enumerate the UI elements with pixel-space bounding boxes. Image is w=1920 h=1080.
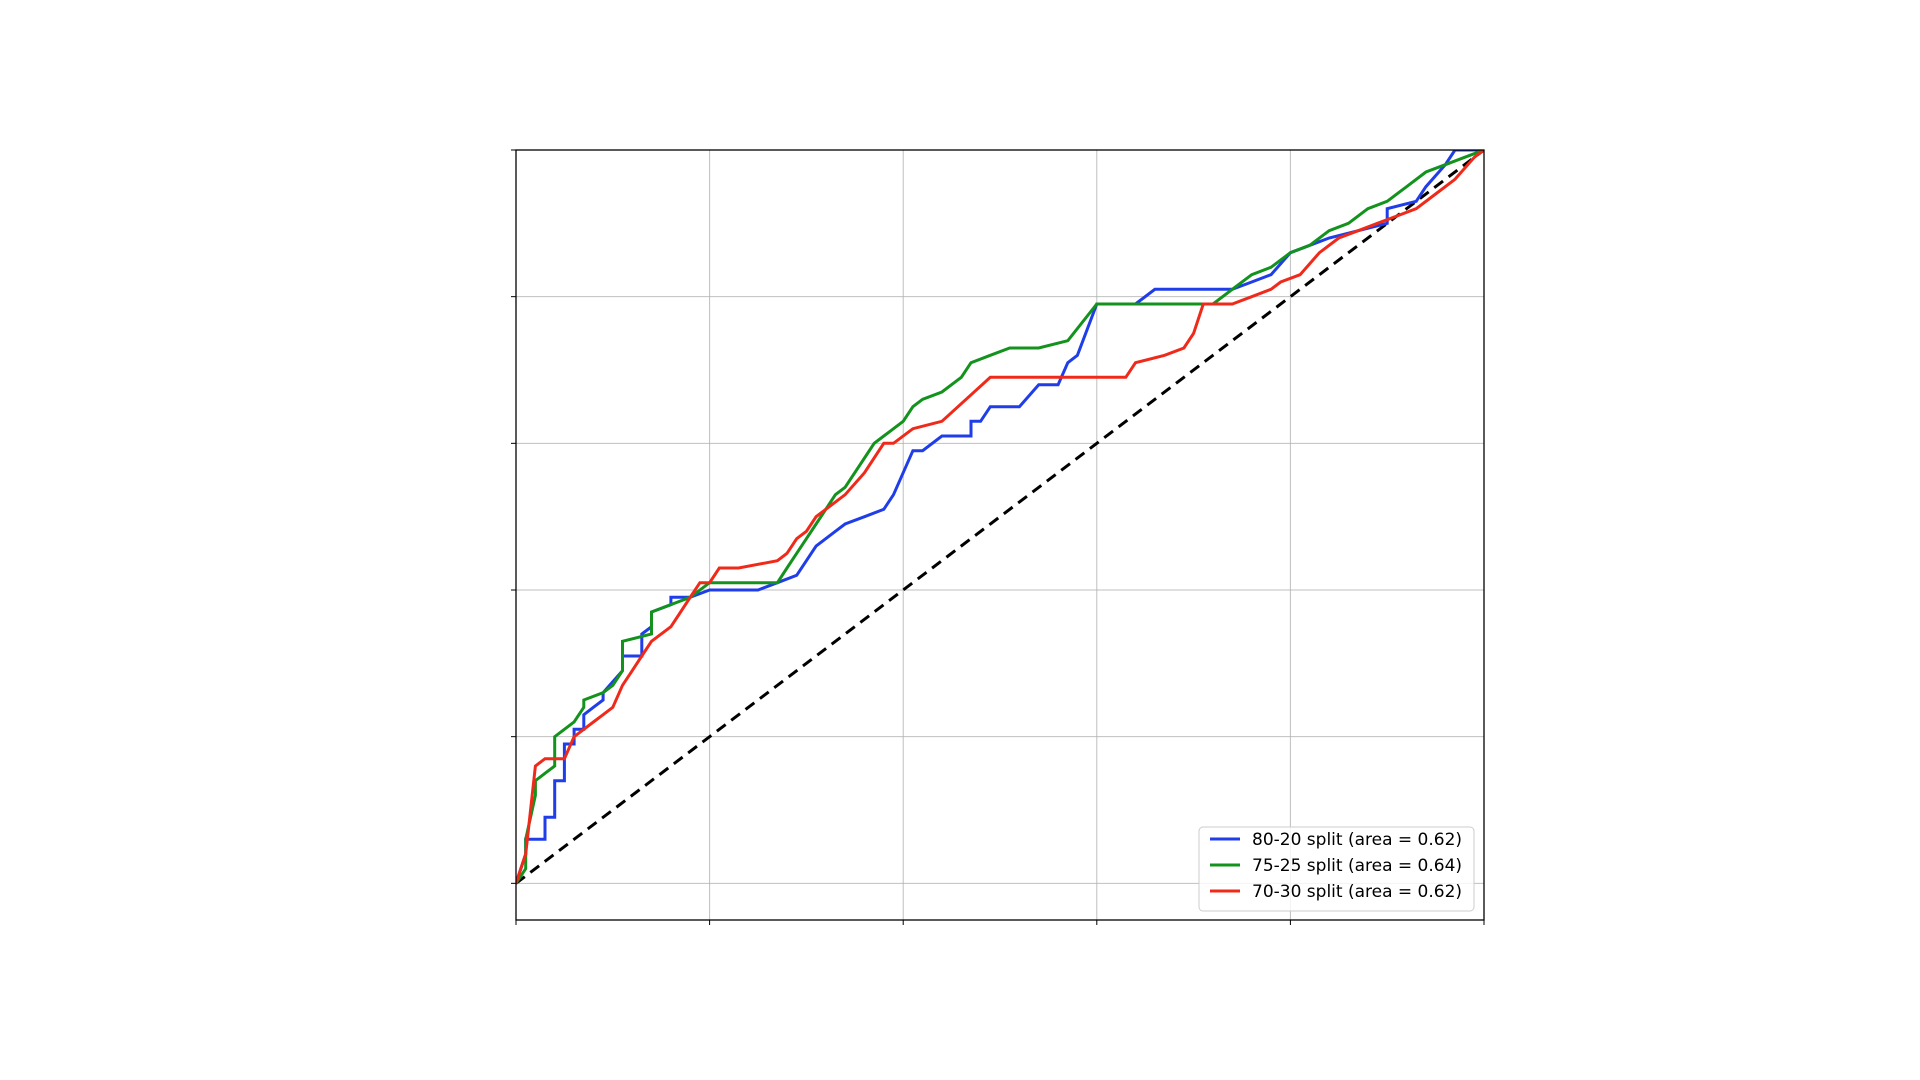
grid (515, 149, 1485, 920)
legend: 80-20 split (area = 0.62) 75-25 split (ar… (1198, 826, 1475, 912)
reference-diagonal (516, 150, 1484, 885)
legend-label-2: 70-30 split (area = 0.62) (1252, 882, 1462, 902)
series-line-75-25 (516, 150, 1484, 885)
series-lines (516, 150, 1484, 885)
axis-ticks (511, 149, 1485, 925)
legend-label-1: 75-25 split (area = 0.64) (1252, 856, 1462, 876)
series-line-70-30 (516, 150, 1484, 884)
legend-label-0: 80-20 split (area = 0.62) (1252, 830, 1462, 850)
axes-frame (515, 149, 1485, 921)
chance-diagonal-line (516, 150, 1484, 885)
legend-box (1198, 826, 1475, 912)
